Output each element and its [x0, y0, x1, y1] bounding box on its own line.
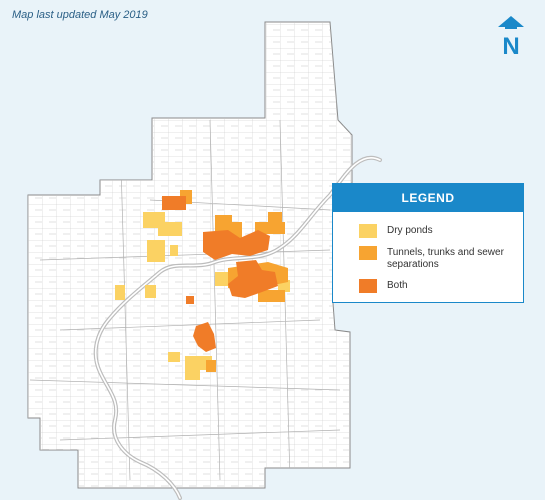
legend-swatch-tunnels: [359, 246, 377, 260]
legend-panel: LEGEND Dry ponds Tunnels, trunks and sew…: [332, 183, 524, 303]
legend-item-tunnels: Tunnels, trunks and sewer separations: [333, 246, 523, 271]
legend-item-dry-ponds: Dry ponds: [333, 224, 523, 238]
legend-swatch-both: [359, 279, 377, 293]
north-label: N: [502, 33, 519, 56]
map-updated-note: Map last updated May 2019: [12, 9, 148, 21]
legend-label-tunnels: Tunnels, trunks and sewer separations: [387, 247, 504, 270]
north-arrow-icon: N: [498, 16, 524, 56]
legend-swatch-dry-ponds: [359, 224, 377, 238]
both-areas: [162, 196, 278, 352]
legend-title: LEGEND: [333, 184, 523, 212]
legend-label-both: Both: [387, 280, 408, 291]
legend-item-both: Both: [333, 279, 523, 293]
legend-label-dry-ponds: Dry ponds: [387, 225, 433, 236]
